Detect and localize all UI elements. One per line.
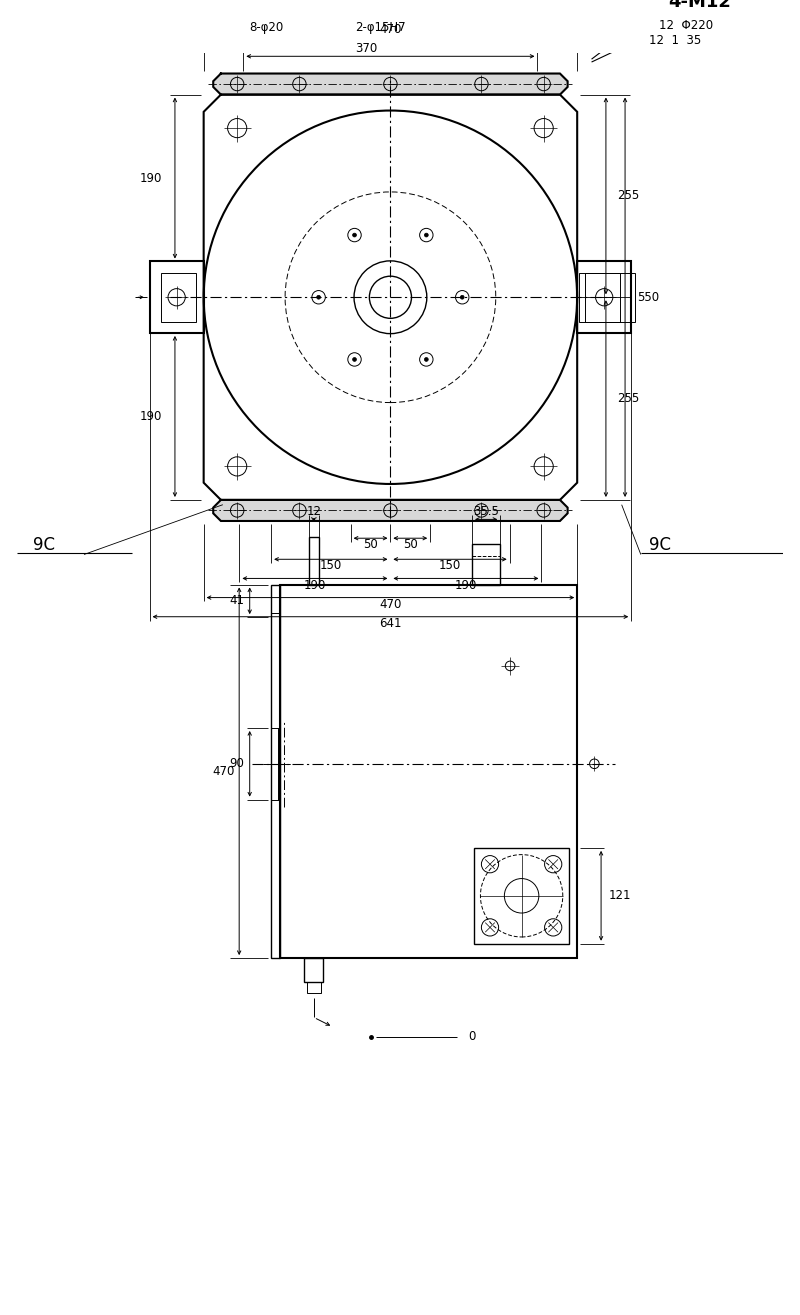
Text: 12  Φ220: 12 Φ220 — [658, 20, 713, 32]
Text: 9C: 9C — [33, 537, 55, 554]
Text: 150: 150 — [439, 559, 461, 572]
Text: 2-φ15H7: 2-φ15H7 — [355, 21, 406, 34]
Text: 50: 50 — [403, 538, 418, 551]
Polygon shape — [214, 500, 568, 521]
Bar — [150, 262, 204, 333]
Bar — [161, 274, 196, 322]
Bar — [472, 544, 500, 584]
Text: 121: 121 — [609, 889, 631, 902]
Text: 255: 255 — [618, 189, 640, 203]
Circle shape — [317, 296, 321, 300]
Text: 12: 12 — [306, 505, 322, 518]
Bar — [577, 262, 631, 333]
Bar — [579, 274, 620, 322]
Text: 50: 50 — [363, 538, 378, 551]
Polygon shape — [214, 74, 568, 95]
Bar — [585, 274, 635, 322]
Text: 190: 190 — [454, 579, 477, 592]
Text: 150: 150 — [320, 559, 342, 572]
Text: 190: 190 — [140, 410, 162, 423]
Text: 190: 190 — [140, 171, 162, 184]
Text: 550: 550 — [638, 291, 660, 304]
Text: 470: 470 — [379, 22, 402, 36]
Circle shape — [353, 233, 357, 237]
Circle shape — [425, 233, 428, 237]
Text: 9C: 9C — [649, 537, 671, 554]
Text: 90: 90 — [229, 757, 244, 771]
Text: 470: 470 — [212, 765, 234, 777]
Bar — [270, 584, 280, 959]
Circle shape — [353, 358, 357, 362]
Text: 41: 41 — [229, 594, 244, 608]
Circle shape — [425, 358, 428, 362]
Circle shape — [460, 296, 464, 300]
Bar — [474, 848, 570, 944]
Text: 255: 255 — [618, 392, 640, 405]
Text: 641: 641 — [379, 617, 402, 630]
Text: 35.5: 35.5 — [474, 505, 499, 518]
Text: 12  1  35: 12 1 35 — [649, 33, 702, 46]
Text: 470: 470 — [379, 598, 402, 610]
Bar — [307, 982, 321, 993]
Text: 370: 370 — [355, 42, 378, 55]
Text: 4-M12: 4-M12 — [668, 0, 731, 11]
Text: 0: 0 — [468, 1030, 475, 1043]
Bar — [309, 537, 318, 584]
Text: 8-φ20: 8-φ20 — [249, 21, 283, 34]
Text: 190: 190 — [304, 579, 326, 592]
Bar — [304, 959, 323, 982]
Bar — [280, 584, 577, 959]
